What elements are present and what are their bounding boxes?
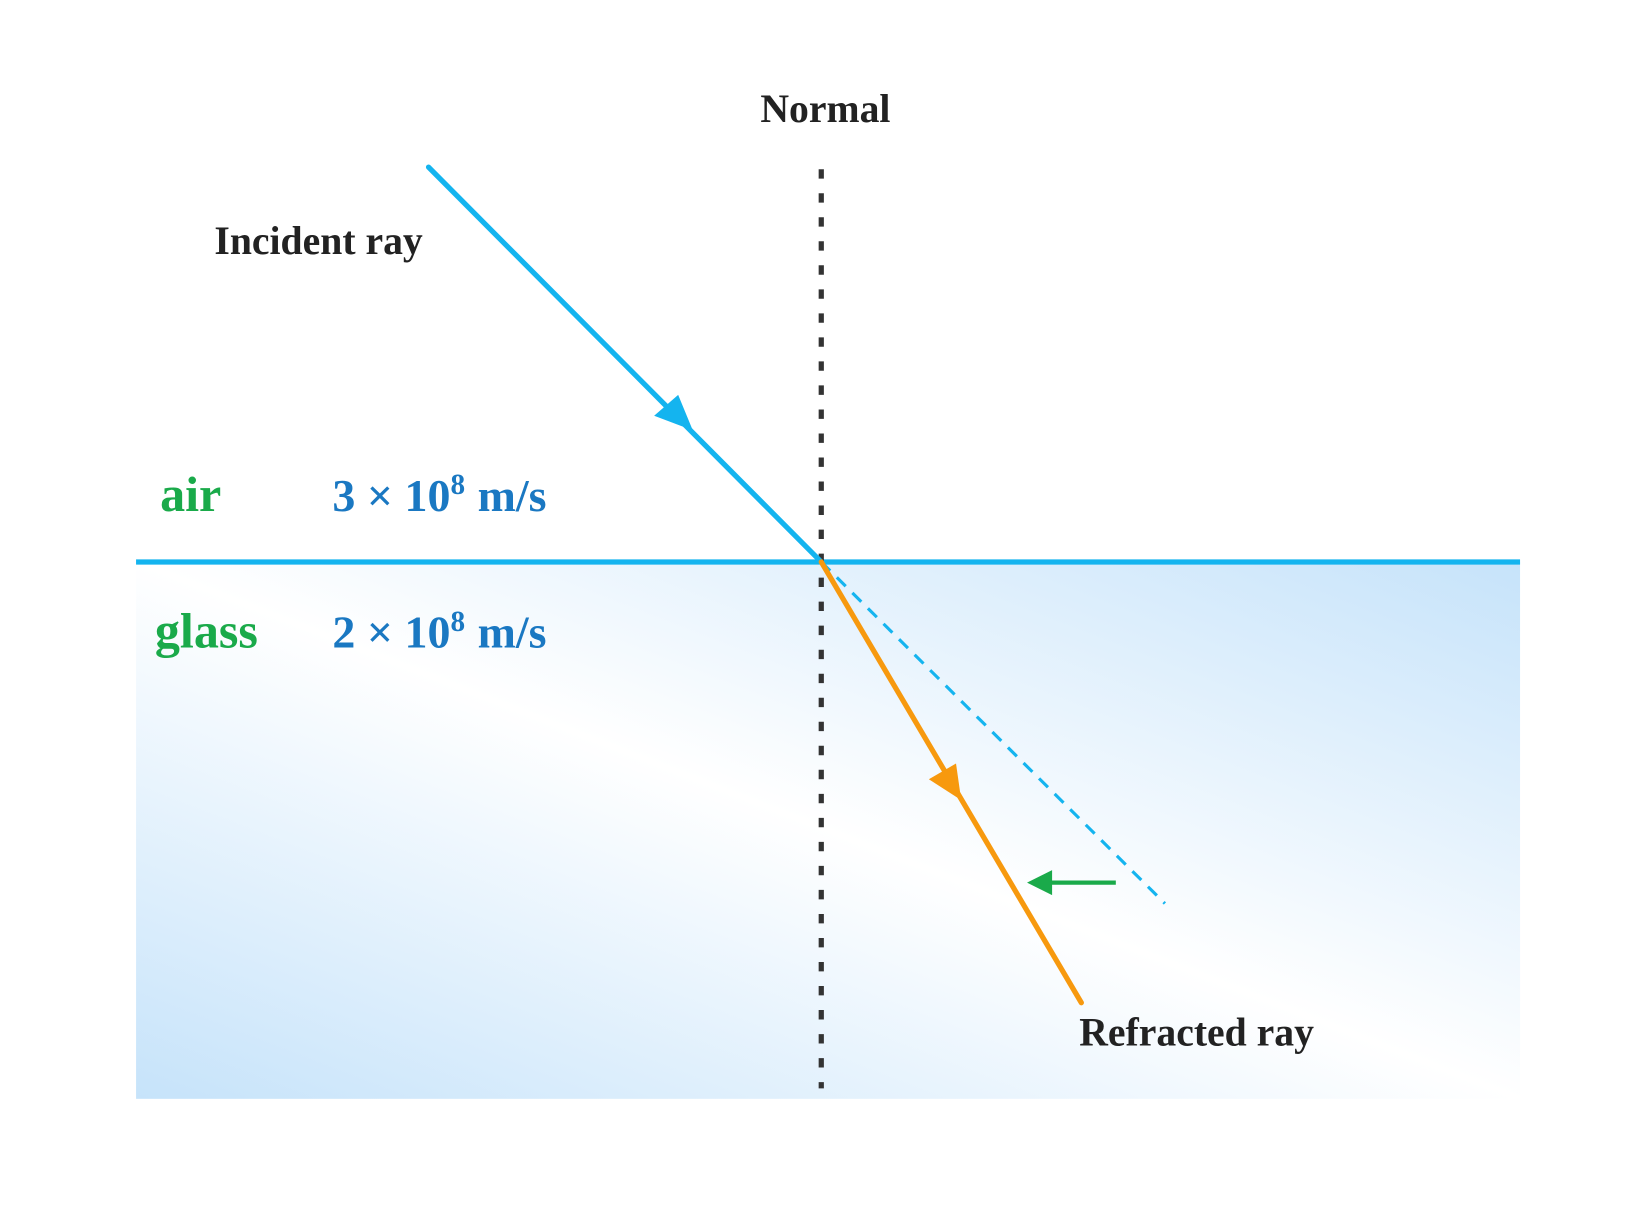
incident-ray (425, 164, 824, 565)
bend-arrow-head (1027, 870, 1053, 896)
medium-name: air (160, 466, 221, 522)
incident-arrow (654, 394, 693, 431)
speed: 2 × 108 m/s (332, 606, 546, 658)
speed-unit: m/s (478, 607, 547, 658)
normal-label: Normal (760, 87, 890, 131)
incident-label: Incident ray (214, 219, 423, 263)
refracted-label: Refracted ray (1079, 1011, 1314, 1055)
speed: 3 × 108 m/s (332, 469, 546, 521)
extension-line (820, 560, 1167, 905)
speed-mantissa: 2 × 10 (332, 607, 450, 658)
glass-region (136, 561, 1521, 1099)
speed-unit: m/s (478, 470, 547, 521)
medium-name: glass (155, 603, 258, 659)
speed-exponent: 8 (450, 606, 465, 638)
speed-mantissa: 3 × 10 (332, 470, 450, 521)
refracted-arrow (928, 763, 962, 801)
speed-exponent: 8 (450, 469, 465, 501)
